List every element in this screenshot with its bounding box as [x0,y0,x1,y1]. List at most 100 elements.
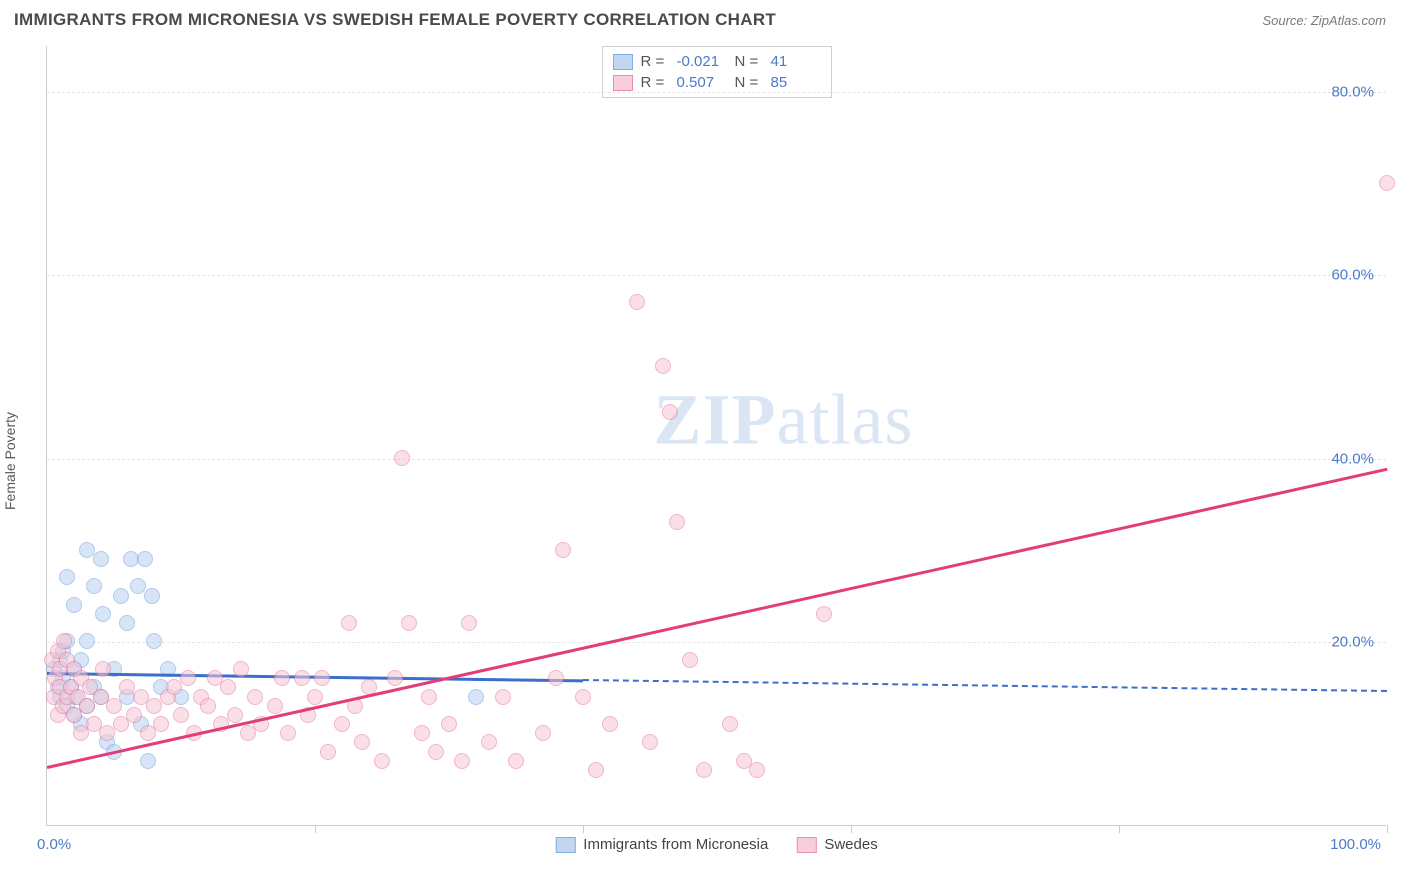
scatter-point-swedes [56,633,72,649]
r-value: 0.507 [677,74,727,91]
scatter-point-swedes [662,404,678,420]
scatter-point-micronesia [59,569,75,585]
scatter-point-swedes [555,542,571,558]
legend-item-swedes: Swedes [796,836,877,853]
r-value: -0.021 [677,53,727,70]
scatter-point-swedes [220,679,236,695]
scatter-point-swedes [394,450,410,466]
x-tick [315,825,316,833]
scatter-point-swedes [354,734,370,750]
trend-line [47,468,1388,769]
scatter-point-swedes [307,689,323,705]
scatter-point-micronesia [468,689,484,705]
scatter-point-swedes [233,661,249,677]
scatter-point-swedes [294,670,310,686]
scatter-point-swedes [274,670,290,686]
gridline [47,275,1386,276]
series-legend: Immigrants from Micronesia Swedes [555,836,877,853]
scatter-point-micronesia [86,578,102,594]
y-tick-label: 40.0% [1331,450,1374,467]
r-label: R = [641,74,669,91]
scatter-point-swedes [575,689,591,705]
scatter-point-swedes [696,762,712,778]
chart-container: Female Poverty ZIPatlas R =-0.021N =41R … [0,36,1406,886]
n-value: 41 [771,53,821,70]
scatter-point-swedes [629,294,645,310]
plot-area: ZIPatlas R =-0.021N =41R =0.507N =85 Imm… [46,46,1386,826]
scatter-point-swedes [200,698,216,714]
n-label: N = [735,53,763,70]
scatter-point-swedes [414,725,430,741]
legend-swatch [613,75,633,91]
y-tick-label: 20.0% [1331,634,1374,651]
scatter-point-swedes [267,698,283,714]
legend-swatch [613,54,633,70]
scatter-point-micronesia [119,615,135,631]
r-label: R = [641,53,669,70]
scatter-point-swedes [320,744,336,760]
x-tick [1119,825,1120,833]
scatter-point-micronesia [144,588,160,604]
scatter-point-swedes [508,753,524,769]
y-axis-label: Female Poverty [2,412,18,510]
scatter-point-swedes [95,661,111,677]
watermark-atlas: atlas [776,379,913,459]
gridline [47,459,1386,460]
scatter-point-swedes [454,753,470,769]
scatter-point-swedes [401,615,417,631]
scatter-point-swedes [816,606,832,622]
scatter-point-micronesia [140,753,156,769]
scatter-point-swedes [428,744,444,760]
x-axis-end-label: 100.0% [1330,836,1381,853]
scatter-point-swedes [341,615,357,631]
scatter-point-swedes [441,716,457,732]
scatter-point-swedes [227,707,243,723]
stats-legend-row-micronesia: R = -0.021 N = 41 [613,51,821,72]
legend-label: Immigrants from Micronesia [583,836,768,853]
watermark: ZIPatlas [653,378,913,461]
scatter-point-swedes [495,689,511,705]
header-bar: IMMIGRANTS FROM MICRONESIA VS SWEDISH FE… [0,0,1406,36]
scatter-point-swedes [682,652,698,668]
y-tick-label: 60.0% [1331,267,1374,284]
legend-label: Swedes [824,836,877,853]
scatter-point-swedes [387,670,403,686]
x-tick [583,825,584,833]
scatter-point-micronesia [79,633,95,649]
gridline [47,642,1386,643]
scatter-point-swedes [722,716,738,732]
scatter-point-swedes [421,689,437,705]
n-label: N = [735,74,763,91]
scatter-point-swedes [173,707,189,723]
source-attribution: Source: ZipAtlas.com [1262,13,1386,28]
x-tick [1387,825,1388,833]
stats-legend: R = -0.021 N = 41 R = 0.507 N = 85 [602,46,832,98]
scatter-point-swedes [588,762,604,778]
scatter-point-swedes [374,753,390,769]
scatter-point-micronesia [137,551,153,567]
x-tick [851,825,852,833]
scatter-point-swedes [126,707,142,723]
chart-title: IMMIGRANTS FROM MICRONESIA VS SWEDISH FE… [14,10,776,30]
scatter-point-swedes [548,670,564,686]
scatter-point-swedes [535,725,551,741]
stats-legend-row-swedes: R = 0.507 N = 85 [613,72,821,93]
n-value: 85 [771,74,821,91]
scatter-point-swedes [1379,175,1395,191]
scatter-point-swedes [334,716,350,732]
scatter-point-swedes [106,698,122,714]
gridline [47,92,1386,93]
scatter-point-micronesia [146,633,162,649]
legend-item-micronesia: Immigrants from Micronesia [555,836,768,853]
x-axis-start-label: 0.0% [37,836,71,853]
legend-swatch [796,837,816,853]
y-tick-label: 80.0% [1331,83,1374,100]
scatter-point-swedes [749,762,765,778]
scatter-point-swedes [280,725,296,741]
scatter-point-micronesia [66,597,82,613]
scatter-point-swedes [153,716,169,732]
scatter-point-swedes [481,734,497,750]
scatter-point-swedes [655,358,671,374]
scatter-point-swedes [247,689,263,705]
scatter-point-swedes [602,716,618,732]
